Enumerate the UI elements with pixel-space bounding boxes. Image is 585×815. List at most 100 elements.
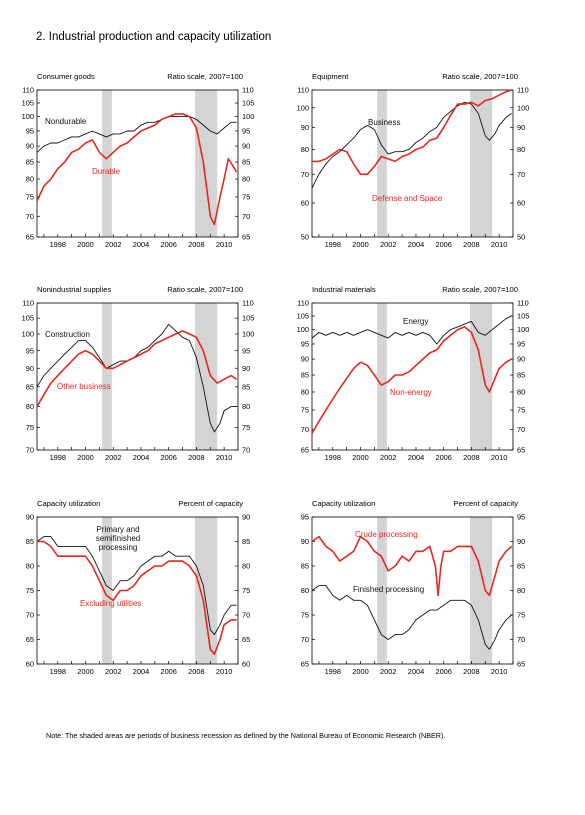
x-tick-label: 2006 [435, 667, 451, 676]
plot-frame [36, 89, 239, 238]
y-tick-label: 70 [517, 425, 525, 434]
y-tick-label: 100 [517, 325, 529, 334]
x-tick-label: 1998 [325, 453, 341, 462]
y-tick-label: 70 [301, 635, 309, 644]
series-line-excluding-utilities [37, 540, 237, 655]
series-line-other-business [36, 330, 238, 407]
y-tick-label: 110 [22, 299, 34, 308]
series-label-line: Other business [57, 382, 111, 391]
series-label-line: Excluding utilities [80, 599, 141, 608]
x-tick-label: 2008 [463, 453, 479, 462]
y-tick-label: 85 [301, 562, 309, 571]
y-tick-label: 75 [517, 406, 525, 415]
y-tick-label: 95 [242, 127, 250, 136]
series-label: Nondurable [45, 117, 87, 126]
recession-band [470, 90, 493, 237]
y-tick-label: 95 [517, 513, 525, 522]
series-label: Non-energy [390, 388, 432, 397]
y-tick-label: 70 [301, 170, 309, 179]
y-tick-label: 75 [242, 193, 250, 202]
y-tick-label: 105 [242, 99, 254, 108]
y-tick-label: 80 [301, 145, 309, 154]
series-label: Construction [45, 330, 90, 339]
series-line-primary-and-semifinished-processing [36, 536, 237, 636]
series-label-line: Nondurable [45, 117, 87, 126]
x-tick-label: 1998 [50, 240, 66, 249]
y-tick-label: 60 [301, 199, 309, 208]
y-tick-label: 80 [517, 388, 525, 397]
recession-band [470, 517, 493, 664]
y-tick-label: 105 [297, 312, 309, 321]
y-tick-label: 80 [26, 175, 34, 184]
series-label: Business [368, 118, 400, 127]
y-tick-label: 90 [517, 537, 525, 546]
chart-panel-4: Industrial materials Ratio scale, 2007=10… [297, 285, 530, 462]
y-tick-label: 65 [242, 233, 250, 242]
x-tick-label: 2008 [463, 667, 479, 676]
page-title: 2. Industrial production and capacity ut… [36, 31, 272, 43]
y-tick-label: 65 [301, 660, 309, 669]
y-tick-label: 60 [517, 199, 525, 208]
series-line-crude-processing [311, 535, 513, 597]
y-tick-label: 75 [301, 406, 309, 415]
panel-title: Equipment [312, 72, 349, 81]
y-tick-label: 60 [242, 660, 250, 669]
panel-scale-note: Ratio scale, 2007=100 [442, 72, 518, 81]
y-tick-label: 65 [517, 446, 525, 455]
y-tick-label: 100 [297, 103, 309, 112]
recession-band [470, 303, 493, 450]
y-tick-label: 90 [26, 142, 34, 151]
plot-frame [311, 89, 514, 238]
x-tick-label: 2010 [216, 240, 232, 249]
y-tick-label: 95 [301, 513, 309, 522]
y-tick-label: 105 [22, 314, 34, 323]
y-tick-label: 95 [517, 340, 525, 349]
chart-panel-1: Consumer goods Ratio scale, 2007=100 65 65 7… [22, 72, 255, 249]
y-tick-label: 65 [301, 446, 309, 455]
x-tick-label: 2000 [77, 240, 93, 249]
x-tick-label: 2000 [77, 667, 93, 676]
panel-scale-note: Percent of capacity [453, 499, 518, 508]
x-tick-label: 2006 [160, 240, 176, 249]
series-line-durable [36, 113, 238, 226]
y-tick-label: 110 [517, 299, 529, 308]
series-line-construction [36, 323, 237, 433]
y-tick-label: 75 [242, 586, 250, 595]
y-tick-label: 75 [517, 611, 525, 620]
recession-band [102, 517, 112, 664]
y-tick-label: 95 [26, 346, 34, 355]
series-label-line: Durable [92, 167, 121, 176]
series-label-line: Construction [45, 330, 90, 339]
series-line-nondurable [36, 116, 237, 153]
y-tick-label: 70 [26, 446, 34, 455]
y-tick-label: 110 [22, 86, 34, 95]
recession-band [195, 517, 218, 664]
x-tick-label: 2010 [491, 240, 507, 249]
x-tick-label: 2006 [435, 453, 451, 462]
x-tick-label: 2002 [380, 453, 396, 462]
panel-title: Consumer goods [37, 72, 95, 81]
y-tick-label: 65 [517, 660, 525, 669]
x-tick-label: 2000 [352, 667, 368, 676]
x-tick-label: 2004 [408, 453, 424, 462]
series-line-energy [311, 315, 512, 345]
y-tick-label: 75 [26, 423, 34, 432]
y-tick-label: 95 [242, 346, 250, 355]
x-tick-label: 2000 [352, 453, 368, 462]
y-tick-label: 70 [517, 170, 525, 179]
x-tick-label: 2010 [216, 453, 232, 462]
series-label: Other business [57, 382, 111, 391]
series-line-non-energy [311, 326, 512, 434]
y-tick-label: 80 [26, 402, 34, 411]
y-tick-label: 110 [297, 86, 309, 95]
y-tick-label: 80 [242, 562, 250, 571]
y-tick-label: 110 [517, 86, 529, 95]
series-label-line: Defense and Space [372, 194, 443, 203]
x-tick-label: 2008 [188, 240, 204, 249]
series-label: Defense and Space [372, 194, 443, 203]
y-tick-label: 80 [517, 586, 525, 595]
y-tick-label: 100 [297, 325, 309, 334]
x-tick-label: 2000 [352, 240, 368, 249]
x-tick-label: 2002 [105, 667, 121, 676]
panel-scale-note: Percent of capacity [178, 499, 243, 508]
